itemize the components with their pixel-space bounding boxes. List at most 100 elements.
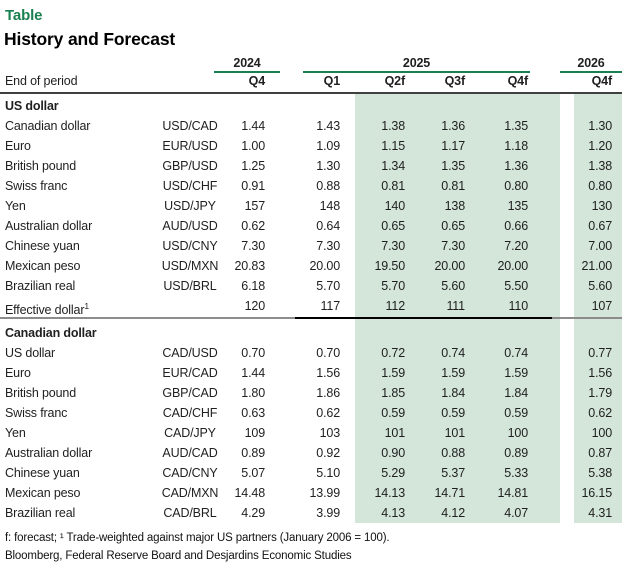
table-row: Brazilian real CAD/BRL 4.29 3.99 4.13 4.12 4.0… [0,503,622,523]
column-gap [560,403,574,423]
value-cell: 20.00 [434,259,465,273]
value-cell: 1.38 [381,119,405,133]
row-label: Chinese yuan [5,466,80,480]
table-row: Australian dollar AUD/USD 0.62 0.64 0.65 0.65… [0,216,622,236]
value-cell: 1.25 [241,159,265,173]
table-row: Yen USD/JPY 157 148 140 138 135 130 [0,196,622,216]
column-gap [560,423,574,443]
year-header-2024: 2024 [214,56,280,73]
value-cell: 0.81 [441,179,465,193]
value-cell: 7.30 [381,239,405,253]
quarter-header: Q1 [323,74,341,88]
value-cell: 1.84 [441,386,465,400]
value-cell: 14.13 [374,486,405,500]
end-of-period-label: End of period [5,74,78,88]
value-cell: 4.13 [381,506,405,520]
currency-pair: CAD/JPY [164,426,216,440]
currency-pair: CAD/CNY [162,466,218,480]
value-cell: 7.30 [316,239,340,253]
value-cell: 1.56 [588,366,612,380]
value-cell: 101 [444,426,466,440]
column-gap [560,216,574,236]
section-separator [0,317,622,319]
value-cell: 1.38 [588,159,612,173]
forecast-table-page: Table History and Forecast 2024 2025 202… [0,4,622,565]
column-gap [560,276,574,296]
currency-pair: USD/JPY [164,199,216,213]
page-kicker: Table [5,7,43,24]
quarter-header: Q3f [444,74,466,88]
value-cell: 6.18 [241,279,265,293]
currency-pair: USD/CHF [162,179,218,193]
row-label: British pound [5,386,77,400]
column-gap [560,503,574,523]
value-cell: 1.44 [241,119,265,133]
value-cell: 0.59 [504,406,528,420]
value-cell: 1.84 [504,386,528,400]
section-header-row: Canadian dollar [0,321,622,343]
currency-pair: AUD/CAD [162,446,218,460]
column-gap [560,463,574,483]
row-label: Swiss franc [5,406,68,420]
row-label: British pound [5,159,77,173]
value-cell: 14.71 [434,486,465,500]
value-cell: 157 [244,199,266,213]
value-cell: 135 [507,199,529,213]
value-cell: 0.87 [588,446,612,460]
value-cell: 1.20 [588,139,612,153]
value-cell: 1.35 [441,159,465,173]
value-cell: 0.77 [588,346,612,360]
value-cell: 1.36 [441,119,465,133]
year-header-2026: 2026 [560,56,622,73]
currency-pair: USD/CAD [162,119,218,133]
currency-pair: AUD/USD [162,219,218,233]
value-cell: 5.10 [316,466,340,480]
table-row: Mexican peso CAD/MXN 14.48 13.99 14.13 14.71 1… [0,483,622,503]
column-gap [560,196,574,216]
table-row: Mexican peso USD/MXN 20.83 20.00 19.50 20.00 2… [0,256,622,276]
row-label: Yen [5,199,26,213]
value-cell: 5.60 [588,279,612,293]
quarter-header: Q4 [248,74,266,88]
value-cell: 1.15 [381,139,405,153]
value-cell: 0.62 [588,406,612,420]
value-cell: 1.09 [316,139,340,153]
value-cell: 5.29 [381,466,405,480]
value-cell: 0.92 [316,446,340,460]
table-row: Chinese yuan CAD/CNY 5.07 5.10 5.29 5.37 5.33 5… [0,463,622,483]
value-cell: 1.86 [316,386,340,400]
value-cell: 0.70 [241,346,265,360]
row-label: Euro [5,366,31,380]
value-cell: 3.99 [316,506,340,520]
currency-pair: GBP/USD [162,159,218,173]
table-row: Swiss franc USD/CHF 0.91 0.88 0.81 0.81 0.80 0.… [0,176,622,196]
table-rows-container: US dollar Canadian dollar USD/CAD 1.44 1.43 1… [0,94,622,523]
forecast-shading-2025 [355,94,560,523]
value-cell: 0.90 [381,446,405,460]
value-cell: 1.44 [241,366,265,380]
value-cell: 0.59 [441,406,465,420]
currency-pair: EUR/USD [162,139,218,153]
column-gap [560,483,574,503]
value-cell: 5.50 [504,279,528,293]
value-cell: 1.18 [504,139,528,153]
row-label: Brazilian real [5,506,76,520]
value-cell: 7.30 [241,239,265,253]
value-cell: 5.70 [316,279,340,293]
value-cell: 5.38 [588,466,612,480]
footnote-marker: 1 [84,301,90,311]
value-cell: 20.83 [234,259,265,273]
value-cell: 13.99 [309,486,340,500]
table-row: Australian dollar AUD/CAD 0.89 0.92 0.90 0.88… [0,443,622,463]
value-cell: 0.80 [588,179,612,193]
value-cell: 100 [591,426,613,440]
value-cell: 14.48 [234,486,265,500]
value-cell: 4.12 [441,506,465,520]
currency-pair: EUR/CAD [162,366,218,380]
table-row: Chinese yuan USD/CNY 7.30 7.30 7.30 7.30 7.20 7… [0,236,622,256]
value-cell: 1.59 [381,366,405,380]
value-cell: 0.88 [441,446,465,460]
value-cell: 1.35 [504,119,528,133]
value-cell: 0.63 [241,406,265,420]
pair-column-header [150,73,230,92]
